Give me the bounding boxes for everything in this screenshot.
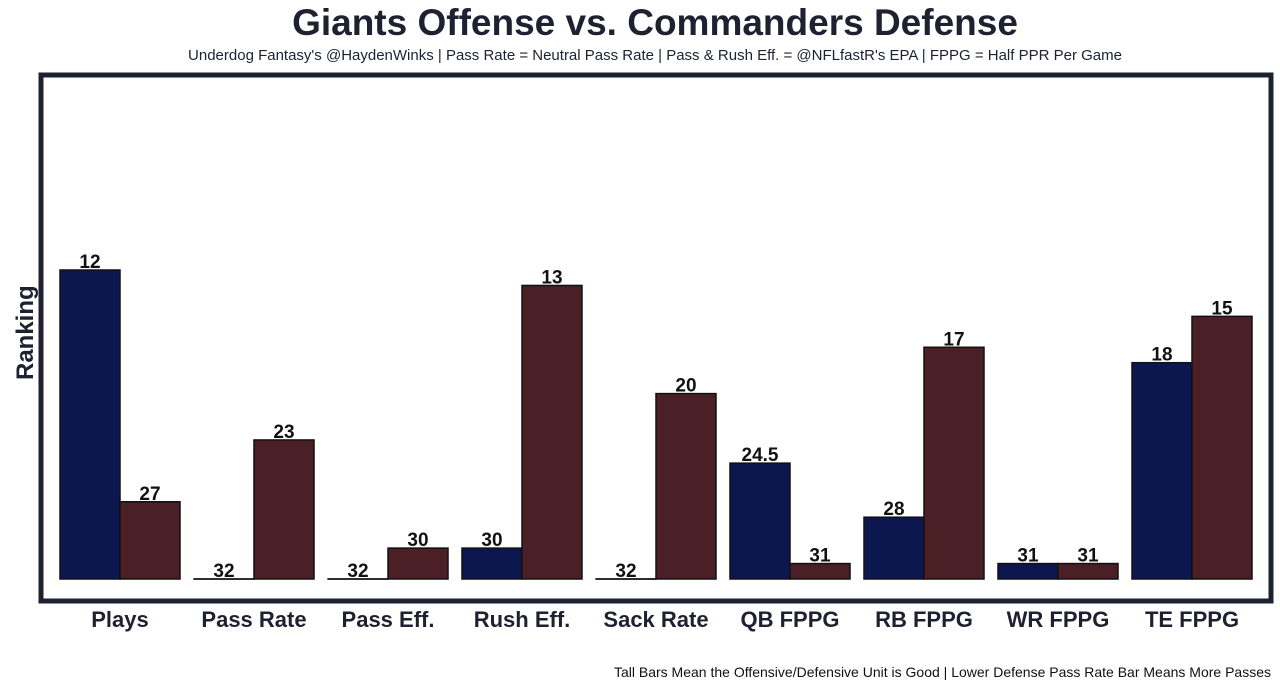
data-label: 30 [407, 530, 428, 551]
data-label: 17 [943, 329, 964, 350]
data-label: 12 [79, 252, 100, 273]
plot-frame [38, 72, 1274, 604]
bar-defense [253, 439, 315, 580]
data-label: 24.5 [742, 445, 779, 466]
bar-offense [863, 516, 925, 580]
data-label: 31 [1077, 546, 1099, 567]
x-tick-label: WR FPPG [1007, 607, 1110, 632]
data-label: 32 [615, 561, 636, 582]
chart-footnote: Tall Bars Mean the Offensive/Defensive U… [613, 664, 1271, 680]
x-tick-label: TE FPPG [1145, 607, 1239, 632]
x-tick-label: Rush Eff. [474, 607, 571, 632]
chart-title: Giants Offense vs. Commanders Defense [292, 2, 1018, 43]
x-tick-label: Sack Rate [603, 607, 708, 632]
x-tick-label: QB FPPG [740, 607, 839, 632]
bar-defense [1191, 315, 1253, 580]
bar-offense [461, 547, 523, 580]
x-tick-label: Plays [91, 607, 149, 632]
x-tick-label: Pass Eff. [342, 607, 435, 632]
bar-offense [59, 269, 121, 580]
chart-subtitle: Underdog Fantasy's @HaydenWinks | Pass R… [188, 47, 1122, 64]
data-label: 31 [1017, 546, 1039, 567]
data-label: 23 [273, 422, 294, 443]
data-label: 20 [675, 376, 696, 397]
bar-defense [521, 284, 583, 580]
data-label: 32 [347, 561, 368, 582]
data-label: 13 [541, 267, 562, 288]
bar-offense [729, 462, 791, 580]
bar-defense [923, 346, 985, 580]
bar-offense [1131, 361, 1193, 580]
data-label: 32 [213, 561, 234, 582]
data-label: 31 [809, 546, 831, 567]
bar-defense [655, 392, 717, 580]
bar-defense [789, 562, 851, 580]
data-label: 15 [1211, 298, 1233, 319]
bar-defense [1057, 562, 1119, 580]
data-label: 18 [1151, 345, 1172, 366]
x-tick-label: Pass Rate [201, 607, 306, 632]
data-label: 30 [481, 530, 502, 551]
bar-defense [387, 547, 449, 580]
x-tick-label: RB FPPG [875, 607, 973, 632]
bar-defense [119, 501, 181, 580]
data-label: 28 [883, 499, 904, 520]
data-label: 27 [139, 484, 160, 505]
